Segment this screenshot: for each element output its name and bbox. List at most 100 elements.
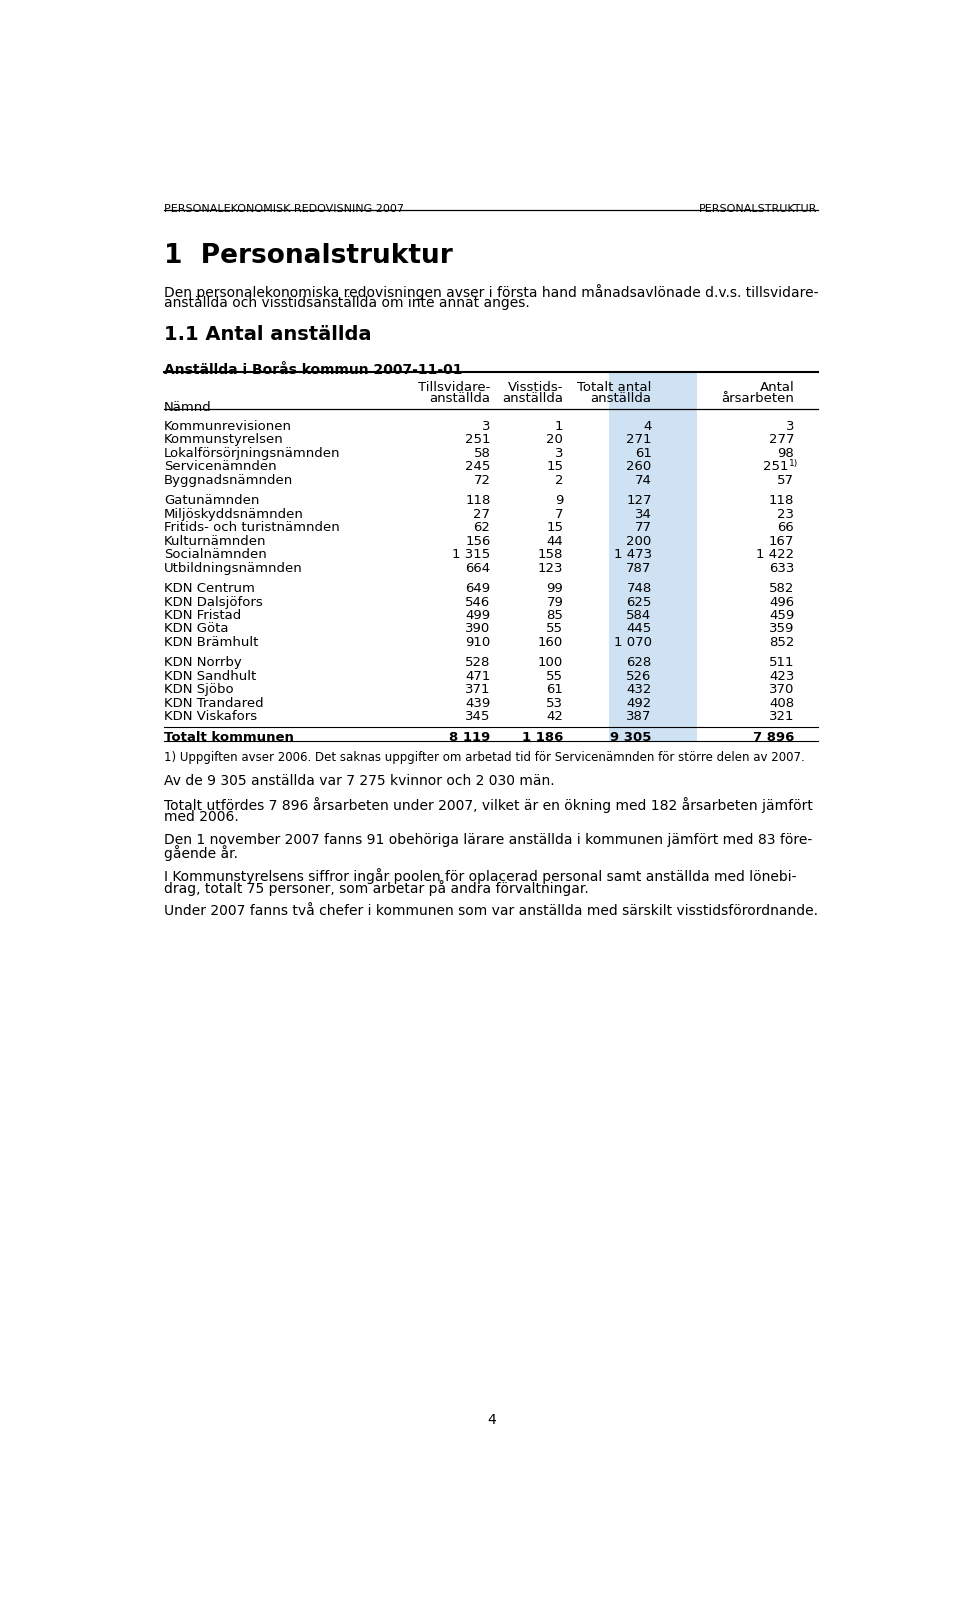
- Text: 62: 62: [473, 521, 491, 534]
- Text: 1 186: 1 186: [522, 731, 564, 744]
- Text: 27: 27: [473, 508, 491, 521]
- Text: KDN Fristad: KDN Fristad: [164, 609, 241, 622]
- Text: 85: 85: [546, 609, 564, 622]
- Text: årsarbeten: årsarbeten: [721, 392, 794, 405]
- Text: 1): 1): [789, 460, 798, 468]
- Text: 118: 118: [769, 495, 794, 508]
- Text: Byggnadsnämnden: Byggnadsnämnden: [164, 474, 294, 487]
- Text: 160: 160: [538, 636, 564, 649]
- Text: 408: 408: [769, 697, 794, 710]
- Text: Den 1 november 2007 fanns 91 obehöriga lärare anställda i kommunen jämfört med 8: Den 1 november 2007 fanns 91 obehöriga l…: [164, 832, 812, 847]
- Text: drag, totalt 75 personer, som arbetar på andra förvaltningar.: drag, totalt 75 personer, som arbetar på…: [164, 881, 588, 897]
- Text: 61: 61: [635, 447, 652, 460]
- Text: 748: 748: [626, 582, 652, 595]
- Text: Kommunstyrelsen: Kommunstyrelsen: [164, 434, 284, 447]
- Text: Lokalförsörjningsnämnden: Lokalförsörjningsnämnden: [164, 447, 341, 460]
- Text: 528: 528: [465, 656, 491, 670]
- Text: med 2006.: med 2006.: [164, 810, 239, 824]
- Text: 371: 371: [465, 683, 491, 696]
- Text: 66: 66: [778, 521, 794, 534]
- Text: 359: 359: [769, 622, 794, 635]
- Text: Under 2007 fanns två chefer i kommunen som var anställda med särskilt visstidsfö: Under 2007 fanns två chefer i kommunen s…: [164, 903, 818, 918]
- Text: 492: 492: [626, 697, 652, 710]
- Text: 277: 277: [769, 434, 794, 447]
- Text: Visstids-: Visstids-: [508, 381, 564, 394]
- Text: 53: 53: [546, 697, 564, 710]
- Text: 99: 99: [546, 582, 564, 595]
- Text: 664: 664: [466, 562, 491, 575]
- Text: PERSONALSTRUKTUR: PERSONALSTRUKTUR: [699, 204, 818, 214]
- Text: 910: 910: [466, 636, 491, 649]
- Text: 3: 3: [555, 447, 564, 460]
- Text: Totalt kommunen: Totalt kommunen: [164, 731, 294, 744]
- Text: 44: 44: [546, 535, 564, 548]
- Text: 42: 42: [546, 710, 564, 723]
- Text: 158: 158: [538, 548, 564, 561]
- Text: Miljöskyddsnämnden: Miljöskyddsnämnden: [164, 508, 304, 521]
- Text: KDN Sandhult: KDN Sandhult: [164, 670, 256, 683]
- Text: 649: 649: [466, 582, 491, 595]
- Text: 423: 423: [769, 670, 794, 683]
- Text: 3: 3: [785, 419, 794, 432]
- Text: 1.1 Antal anställda: 1.1 Antal anställda: [164, 325, 372, 344]
- Text: 584: 584: [626, 609, 652, 622]
- Text: 127: 127: [626, 495, 652, 508]
- Text: 390: 390: [466, 622, 491, 635]
- Text: 496: 496: [769, 596, 794, 609]
- Text: 459: 459: [769, 609, 794, 622]
- Text: 9: 9: [555, 495, 564, 508]
- Text: 74: 74: [635, 474, 652, 487]
- Text: 445: 445: [626, 622, 652, 635]
- Text: 499: 499: [466, 609, 491, 622]
- Text: Den personalekonomiska redovisningen avser i första hand månadsavlönade d.v.s. t: Den personalekonomiska redovisningen avs…: [164, 284, 819, 299]
- Text: 439: 439: [466, 697, 491, 710]
- Text: Socialnämnden: Socialnämnden: [164, 548, 267, 561]
- Text: 582: 582: [769, 582, 794, 595]
- Text: 471: 471: [465, 670, 491, 683]
- Text: Av de 9 305 anställda var 7 275 kvinnor och 2 030 män.: Av de 9 305 anställda var 7 275 kvinnor …: [164, 775, 555, 787]
- Text: 55: 55: [546, 670, 564, 683]
- Text: 34: 34: [635, 508, 652, 521]
- Text: 7 896: 7 896: [753, 731, 794, 744]
- Text: Utbildningsnämnden: Utbildningsnämnden: [164, 562, 303, 575]
- Text: anställda: anställda: [502, 392, 564, 405]
- Text: 1 473: 1 473: [613, 548, 652, 561]
- Text: 633: 633: [769, 562, 794, 575]
- Text: 15: 15: [546, 461, 564, 474]
- Text: Totalt antal: Totalt antal: [577, 381, 652, 394]
- Text: I Kommunstyrelsens siffror ingår poolen för oplacerad personal samt anställda me: I Kommunstyrelsens siffror ingår poolen …: [164, 868, 797, 884]
- Text: Kommunrevisionen: Kommunrevisionen: [164, 419, 292, 432]
- Text: Kulturnämnden: Kulturnämnden: [164, 535, 267, 548]
- Text: 57: 57: [778, 474, 794, 487]
- Text: Antal: Antal: [759, 381, 794, 394]
- Text: Nämnd: Nämnd: [164, 400, 212, 413]
- Text: Tillsvidare-: Tillsvidare-: [418, 381, 491, 394]
- Text: KDN Brämhult: KDN Brämhult: [164, 636, 258, 649]
- Text: 4: 4: [643, 419, 652, 432]
- Text: 387: 387: [626, 710, 652, 723]
- Text: 8 119: 8 119: [449, 731, 491, 744]
- Text: 625: 625: [626, 596, 652, 609]
- Bar: [609, 373, 697, 741]
- Text: anställda: anställda: [429, 392, 491, 405]
- Text: 1 422: 1 422: [756, 548, 794, 561]
- Text: 200: 200: [626, 535, 652, 548]
- Text: KDN Sjöbo: KDN Sjöbo: [164, 683, 234, 696]
- Text: 55: 55: [546, 622, 564, 635]
- Text: KDN Göta: KDN Göta: [164, 622, 228, 635]
- Text: 245: 245: [465, 461, 491, 474]
- Text: Fritids- och turistnämnden: Fritids- och turistnämnden: [164, 521, 340, 534]
- Text: 321: 321: [769, 710, 794, 723]
- Text: 852: 852: [769, 636, 794, 649]
- Text: PERSONALEKONOMISK REDOVISNING 2007: PERSONALEKONOMISK REDOVISNING 2007: [164, 204, 404, 214]
- Text: 1) Uppgiften avser 2006. Det saknas uppgifter om arbetad tid för Servicenämnden : 1) Uppgiften avser 2006. Det saknas uppg…: [164, 750, 804, 763]
- Text: 526: 526: [626, 670, 652, 683]
- Text: 260: 260: [626, 461, 652, 474]
- Text: 1  Personalstruktur: 1 Personalstruktur: [164, 243, 453, 268]
- Text: 23: 23: [778, 508, 794, 521]
- Text: 79: 79: [546, 596, 564, 609]
- Text: gående år.: gående år.: [164, 845, 238, 861]
- Text: 251: 251: [762, 461, 788, 474]
- Text: 1: 1: [555, 419, 564, 432]
- Text: 2: 2: [555, 474, 564, 487]
